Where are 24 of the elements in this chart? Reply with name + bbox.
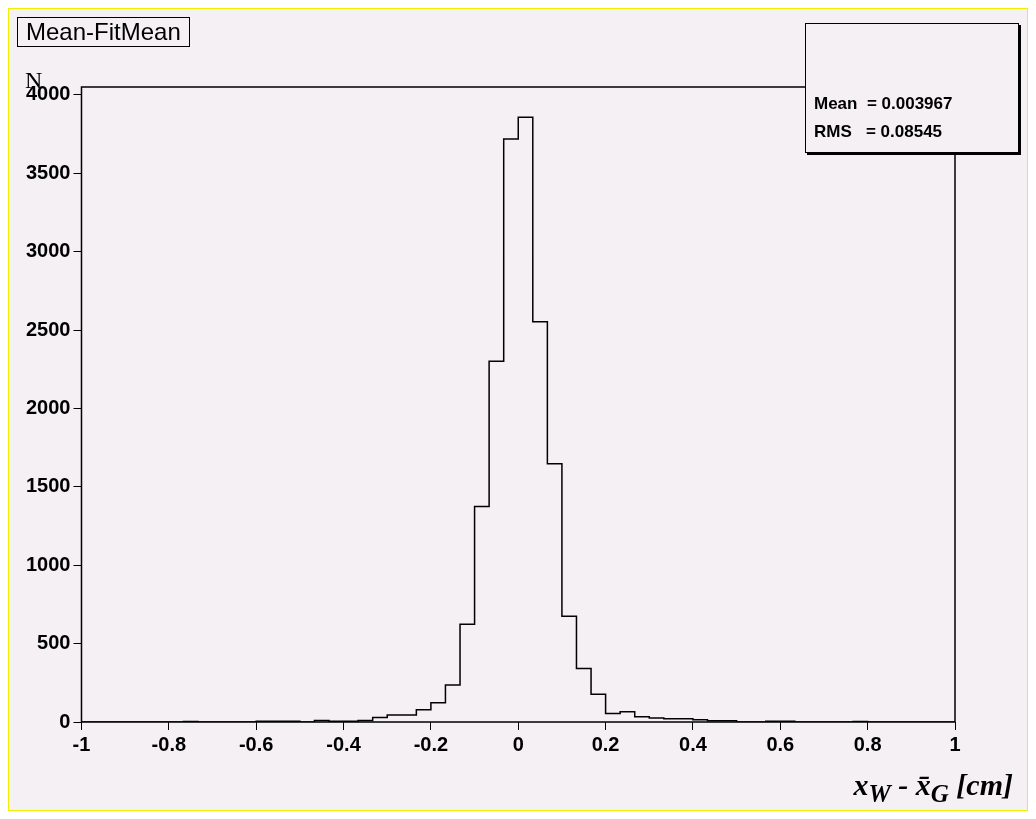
- y-tick-label: 1000: [25, 552, 71, 575]
- annotation: Mean = 0.003967: [814, 93, 954, 115]
- y-tick-label: 2500: [25, 317, 71, 340]
- y-tick-label: 3000: [25, 239, 71, 262]
- y-tick-label: 2000: [25, 395, 71, 418]
- x-tick-label: 1: [949, 732, 961, 755]
- x-tick-label: -0.6: [238, 732, 274, 755]
- x-tick-label: -0.8: [151, 732, 187, 755]
- y-tick-label: 1500: [25, 474, 71, 497]
- x-tick-label: 0: [512, 732, 524, 755]
- x-tick-label: 0.6: [766, 732, 795, 755]
- stats-box: Mean = 0.003967 RMS = 0.08545: [805, 23, 1019, 153]
- x-axis-title: x$_{W}$ - x̄$_{G}$ [cm]: [853, 768, 1013, 808]
- x-tick-label: -0.2: [413, 732, 449, 755]
- x-tick-label: 0.8: [853, 732, 882, 755]
- x-tick-label: 0.4: [679, 732, 708, 755]
- annotation: RMS = 0.08545: [814, 121, 944, 143]
- x-tick-label: -0.4: [326, 732, 362, 755]
- y-tick-label: 500: [37, 631, 71, 654]
- y-tick-label: 3500: [25, 160, 71, 183]
- x-tick-label: -1: [72, 732, 91, 755]
- x-tick-label: 0.2: [591, 732, 620, 755]
- chart-title: Mean-FitMean: [17, 17, 190, 47]
- y-tick-label: 0: [59, 709, 71, 732]
